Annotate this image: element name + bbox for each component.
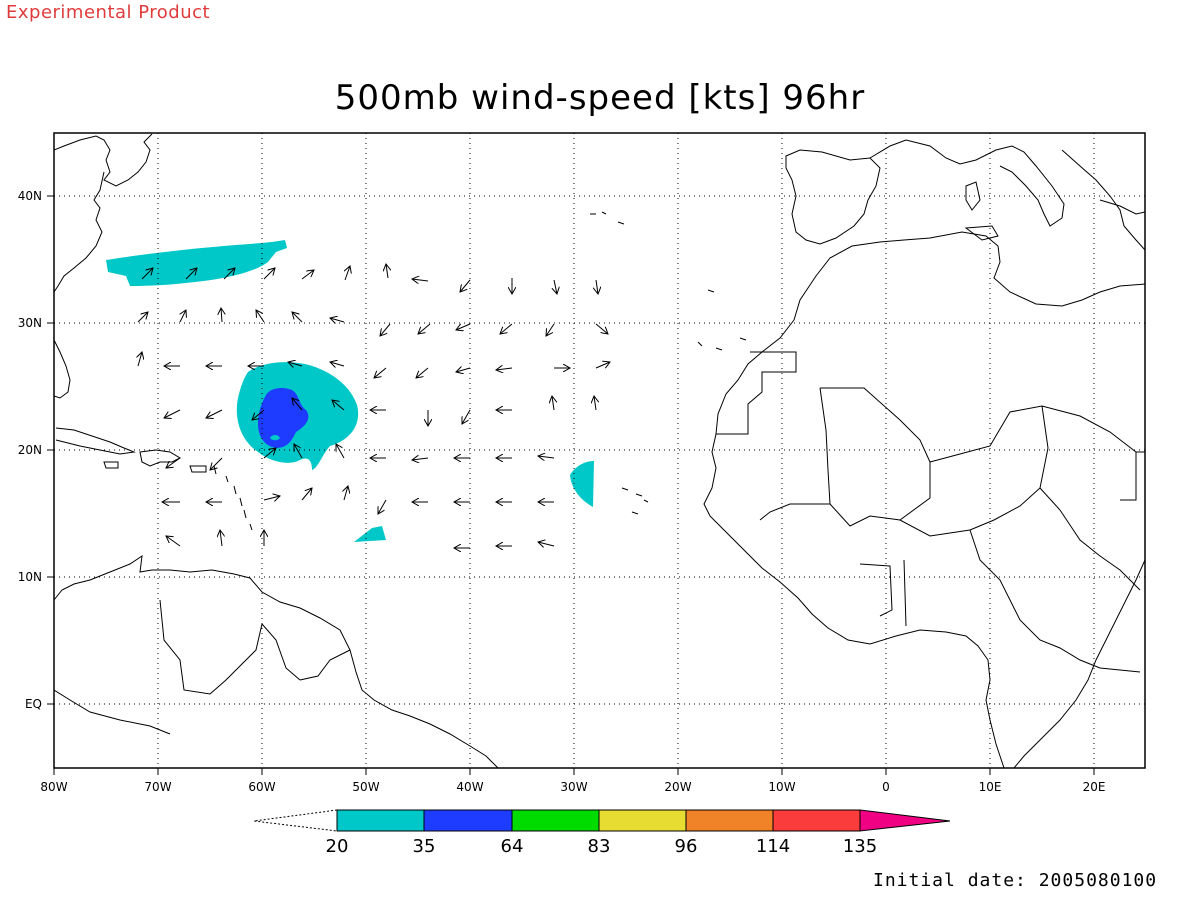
- colorbar-swatch-114-135: [772, 809, 861, 832]
- colorbar-swatch-83-96: [598, 809, 687, 832]
- shade-20-kt-patch-east: [570, 461, 594, 507]
- africa-interior-borders: [716, 351, 1145, 673]
- colorbar-label-135: 135: [843, 836, 877, 857]
- colorbar-swatch-20-35: [336, 809, 425, 832]
- atlantic-islands: [590, 211, 747, 515]
- south-america-borders: [54, 599, 351, 735]
- north-america-coast: [54, 133, 153, 293]
- colorbar-label-35: 35: [413, 836, 436, 857]
- graticule: [54, 133, 1145, 768]
- map-content: [54, 133, 1145, 768]
- colorbar-label-96: 96: [675, 836, 698, 857]
- colorbar-high-extension: [859, 809, 951, 832]
- shade-20-kt-storm-eye: [270, 435, 280, 441]
- shade-20-kt-patch-south: [354, 526, 386, 542]
- jamaica-outline: [103, 461, 119, 469]
- lon-label-10w: 10W: [768, 780, 795, 794]
- lon-label-80w: 80W: [40, 780, 67, 794]
- colorbar-swatch-64-83: [511, 809, 600, 832]
- colorbar-label-64: 64: [501, 836, 524, 857]
- cuba-outline: [55, 427, 136, 455]
- west-africa-coast: [703, 319, 1005, 768]
- colorbar-swatch-96-114: [685, 809, 774, 832]
- colorbar: 20 35 64 83 96 114 135: [253, 809, 951, 857]
- lon-label-0: 0: [882, 780, 890, 794]
- colorbar-swatch-35-64: [423, 809, 513, 832]
- lon-label-20w: 20W: [664, 780, 691, 794]
- puerto-rico-outline: [189, 465, 207, 473]
- lon-label-50w: 50W: [352, 780, 379, 794]
- map-title: 500mb wind-speed [kts] 96hr: [334, 78, 866, 118]
- lat-label-eq: EQ: [25, 697, 42, 711]
- east-africa-coast: [1013, 559, 1145, 768]
- lat-label-40n: 40N: [18, 189, 42, 203]
- experimental-product-label: Experimental Product: [6, 2, 211, 23]
- north-africa-coast: [793, 231, 1145, 321]
- france-italy-coast: [869, 139, 1065, 241]
- coastlines: [54, 133, 1145, 768]
- colorbar-label-20: 20: [326, 836, 349, 857]
- iberia-coast: [785, 149, 881, 245]
- lon-label-60w: 60W: [248, 780, 275, 794]
- south-america-coast: [54, 554, 499, 768]
- lon-label-30w: 30W: [560, 780, 587, 794]
- lon-label-70w: 70W: [144, 780, 171, 794]
- colorbar-label-83: 83: [588, 836, 611, 857]
- axis-ticks: [47, 195, 1095, 775]
- wind-vectors: [138, 264, 610, 548]
- colorbar-label-114: 114: [756, 836, 790, 857]
- lat-label-10n: 10N: [18, 570, 42, 584]
- lon-label-10e: 10E: [979, 780, 1002, 794]
- lon-label-40w: 40W: [456, 780, 483, 794]
- florida-gulf-coast: [54, 339, 71, 399]
- lat-label-30n: 30N: [18, 316, 42, 330]
- lat-label-20n: 20N: [18, 443, 42, 457]
- balkans-coast: [1061, 149, 1145, 251]
- initial-date-label: Initial date: 2005080100: [873, 870, 1158, 891]
- lon-label-20e: 20E: [1083, 780, 1106, 794]
- colorbar-low-extension: [253, 809, 338, 832]
